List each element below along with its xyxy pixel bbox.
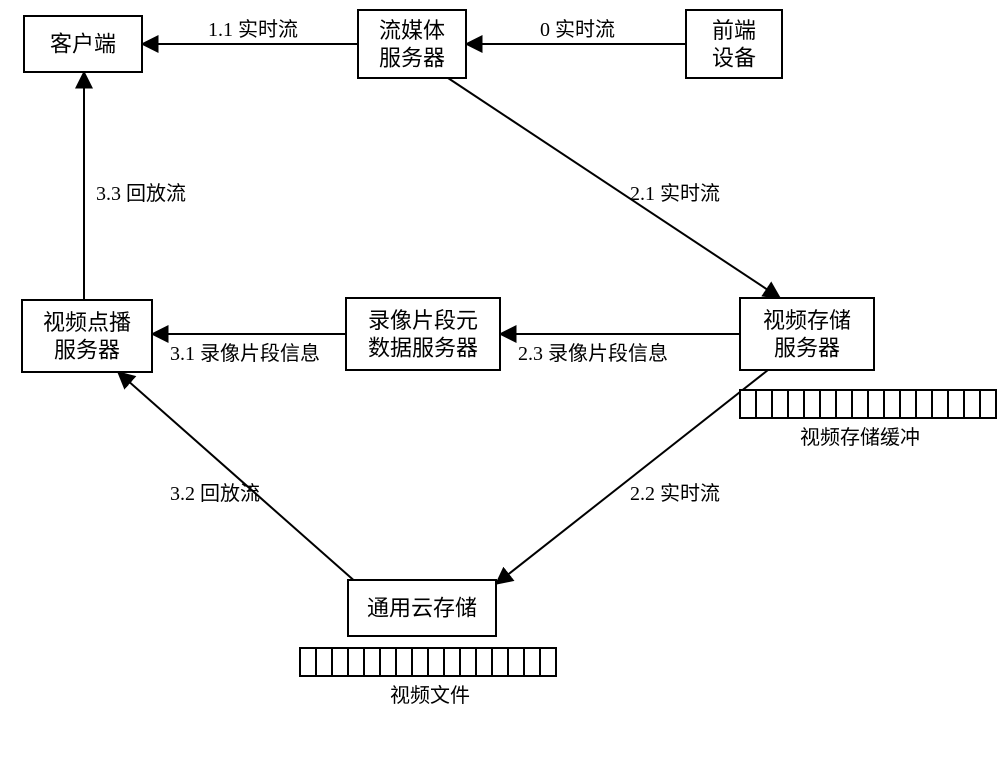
node-storage_server-label-1: 服务器 xyxy=(774,335,840,360)
edge-e21: 2.1 实时流 xyxy=(448,78,780,298)
node-cloud_storage: 通用云存储 xyxy=(348,580,496,636)
slots-storage_buffer-cell xyxy=(820,390,836,418)
slots-storage_buffer-cell xyxy=(964,390,980,418)
edge-e31: 3.1 录像片段信息 xyxy=(152,334,346,365)
slots-video_file-cell xyxy=(476,648,492,676)
edge-e32: 3.2 回放流 xyxy=(118,372,358,584)
slots-video_file-cell xyxy=(492,648,508,676)
slots-video_file-cell xyxy=(332,648,348,676)
node-front_device: 前端设备 xyxy=(686,10,782,78)
slots-storage_buffer: 视频存储缓冲 xyxy=(740,390,996,449)
edge-e22-label: 2.2 实时流 xyxy=(630,482,720,505)
edge-e0-label: 0 实时流 xyxy=(540,18,615,41)
edge-e23: 2.3 录像片段信息 xyxy=(500,334,740,365)
node-client: 客户端 xyxy=(24,16,142,72)
edge-e32-label: 3.2 回放流 xyxy=(170,482,260,505)
edge-e21-label: 2.1 实时流 xyxy=(630,182,720,205)
slots-storage_buffer-cell xyxy=(884,390,900,418)
node-meta_server-label-0: 录像片段元 xyxy=(368,308,478,333)
node-meta_server: 录像片段元数据服务器 xyxy=(346,298,500,370)
slots-video_file-label: 视频文件 xyxy=(390,684,470,707)
node-storage_server-label-0: 视频存储 xyxy=(763,308,851,333)
slots-storage_buffer-label: 视频存储缓冲 xyxy=(800,426,920,449)
slots-storage_buffer-cell xyxy=(948,390,964,418)
slots-storage_buffer-cell xyxy=(900,390,916,418)
slots-storage_buffer-cell xyxy=(916,390,932,418)
node-vod_server-label-0: 视频点播 xyxy=(43,310,131,335)
slots-video_file-cell xyxy=(428,648,444,676)
slots-video_file-cell xyxy=(540,648,556,676)
node-vod_server-label-1: 服务器 xyxy=(54,337,120,362)
node-stream_server-label-0: 流媒体 xyxy=(379,18,445,43)
slots-storage_buffer-cell xyxy=(740,390,756,418)
slots-video_file: 视频文件 xyxy=(300,648,556,707)
slots-video_file-cell xyxy=(412,648,428,676)
slots-video_file-cell xyxy=(524,648,540,676)
slots-storage_buffer-cell xyxy=(852,390,868,418)
slots-storage_buffer-cell xyxy=(932,390,948,418)
slots-video_file-cell xyxy=(348,648,364,676)
slots-storage_buffer-cell xyxy=(868,390,884,418)
slots-storage_buffer-cell xyxy=(756,390,772,418)
node-front_device-label-1: 设备 xyxy=(712,45,756,70)
slots-video_file-cell xyxy=(396,648,412,676)
slots-storage_buffer-cell xyxy=(980,390,996,418)
node-meta_server-label-1: 数据服务器 xyxy=(368,335,478,360)
slots-storage_buffer-cell xyxy=(836,390,852,418)
node-front_device-label-0: 前端 xyxy=(712,18,756,43)
slots-video_file-cell xyxy=(460,648,476,676)
slots-storage_buffer-cell xyxy=(788,390,804,418)
slots-layer: 视频存储缓冲视频文件 xyxy=(300,390,996,707)
node-cloud_storage-label-0: 通用云存储 xyxy=(367,596,477,621)
slots-video_file-cell xyxy=(380,648,396,676)
node-stream_server: 流媒体服务器 xyxy=(358,10,466,78)
slots-video_file-cell xyxy=(508,648,524,676)
slots-storage_buffer-cell xyxy=(772,390,788,418)
edge-e33-label: 3.3 回放流 xyxy=(96,182,186,205)
edge-e11-label: 1.1 实时流 xyxy=(208,18,298,41)
nodes-layer: 客户端流媒体服务器前端设备视频点播服务器录像片段元数据服务器视频存储服务器通用云… xyxy=(22,10,874,636)
slots-video_file-cell xyxy=(364,648,380,676)
slots-video_file-cell xyxy=(444,648,460,676)
node-stream_server-label-1: 服务器 xyxy=(379,45,445,70)
diagram-canvas: 0 实时流 1.1 实时流 2.1 实时流 2.3 录像片段信息 3.1 录像片段信息 3… xyxy=(0,0,1000,760)
node-storage_server: 视频存储服务器 xyxy=(740,298,874,370)
slots-storage_buffer-cell xyxy=(804,390,820,418)
node-vod_server: 视频点播服务器 xyxy=(22,300,152,372)
slots-video_file-cell xyxy=(316,648,332,676)
edge-e33: 3.3 回放流 xyxy=(84,72,186,300)
edge-e0: 0 实时流 xyxy=(466,18,686,44)
edge-e31-label: 3.1 录像片段信息 xyxy=(170,342,320,365)
edge-e22: 2.2 实时流 xyxy=(496,370,768,584)
node-client-label-0: 客户端 xyxy=(50,32,116,57)
edge-e11: 1.1 实时流 xyxy=(142,18,358,44)
edge-e23-label: 2.3 录像片段信息 xyxy=(518,342,668,365)
slots-video_file-cell xyxy=(300,648,316,676)
